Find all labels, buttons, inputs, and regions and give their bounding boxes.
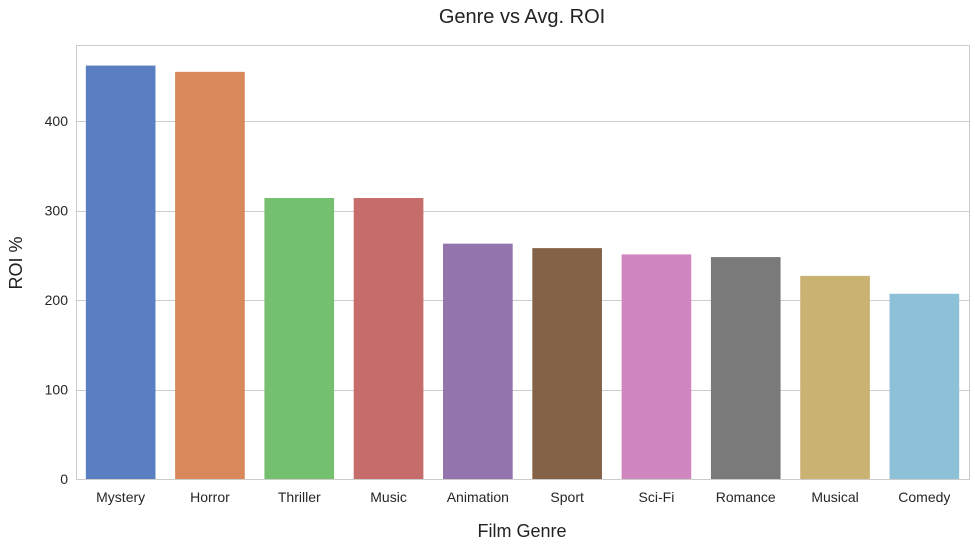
- x-axis-ticks: Mystery Horror Thriller Music Animation Sport…: [96, 489, 950, 505]
- bar-sci-fi: [621, 254, 692, 479]
- x-tick-label: Thriller: [278, 489, 321, 505]
- x-tick-label: Musical: [811, 489, 858, 505]
- x-tick-label: Horror: [190, 489, 230, 505]
- y-tick-label: 400: [45, 113, 69, 129]
- y-tick-label: 200: [45, 292, 69, 308]
- bar-music: [353, 198, 424, 479]
- bar-horror: [175, 71, 245, 479]
- x-tick-label: Sport: [550, 489, 584, 505]
- y-tick-label: 300: [45, 203, 69, 219]
- chart-title: Genre vs Avg. ROI: [439, 6, 605, 28]
- x-tick-label: Music: [370, 489, 407, 505]
- bar-musical: [800, 275, 870, 479]
- x-tick-label: Sci-Fi: [639, 489, 675, 505]
- bar-romance: [710, 257, 781, 479]
- x-tick-label: Mystery: [96, 489, 145, 505]
- y-axis-label: ROI %: [6, 236, 26, 289]
- x-tick-label: Romance: [716, 489, 776, 505]
- bar-mystery: [85, 65, 156, 479]
- x-axis-label: Film Genre: [477, 521, 566, 541]
- bars: [85, 65, 960, 479]
- bar-sport: [532, 248, 602, 479]
- bar-animation: [443, 243, 513, 479]
- y-tick-label: 100: [45, 382, 69, 398]
- y-tick-label: 0: [60, 471, 68, 487]
- bar-thriller: [264, 198, 335, 479]
- y-axis-ticks: 0 100 200 300 400: [45, 113, 69, 487]
- x-tick-label: Animation: [447, 489, 509, 505]
- x-tick-label: Comedy: [898, 489, 950, 505]
- plot-frame: [76, 45, 970, 480]
- bar-comedy: [889, 293, 960, 479]
